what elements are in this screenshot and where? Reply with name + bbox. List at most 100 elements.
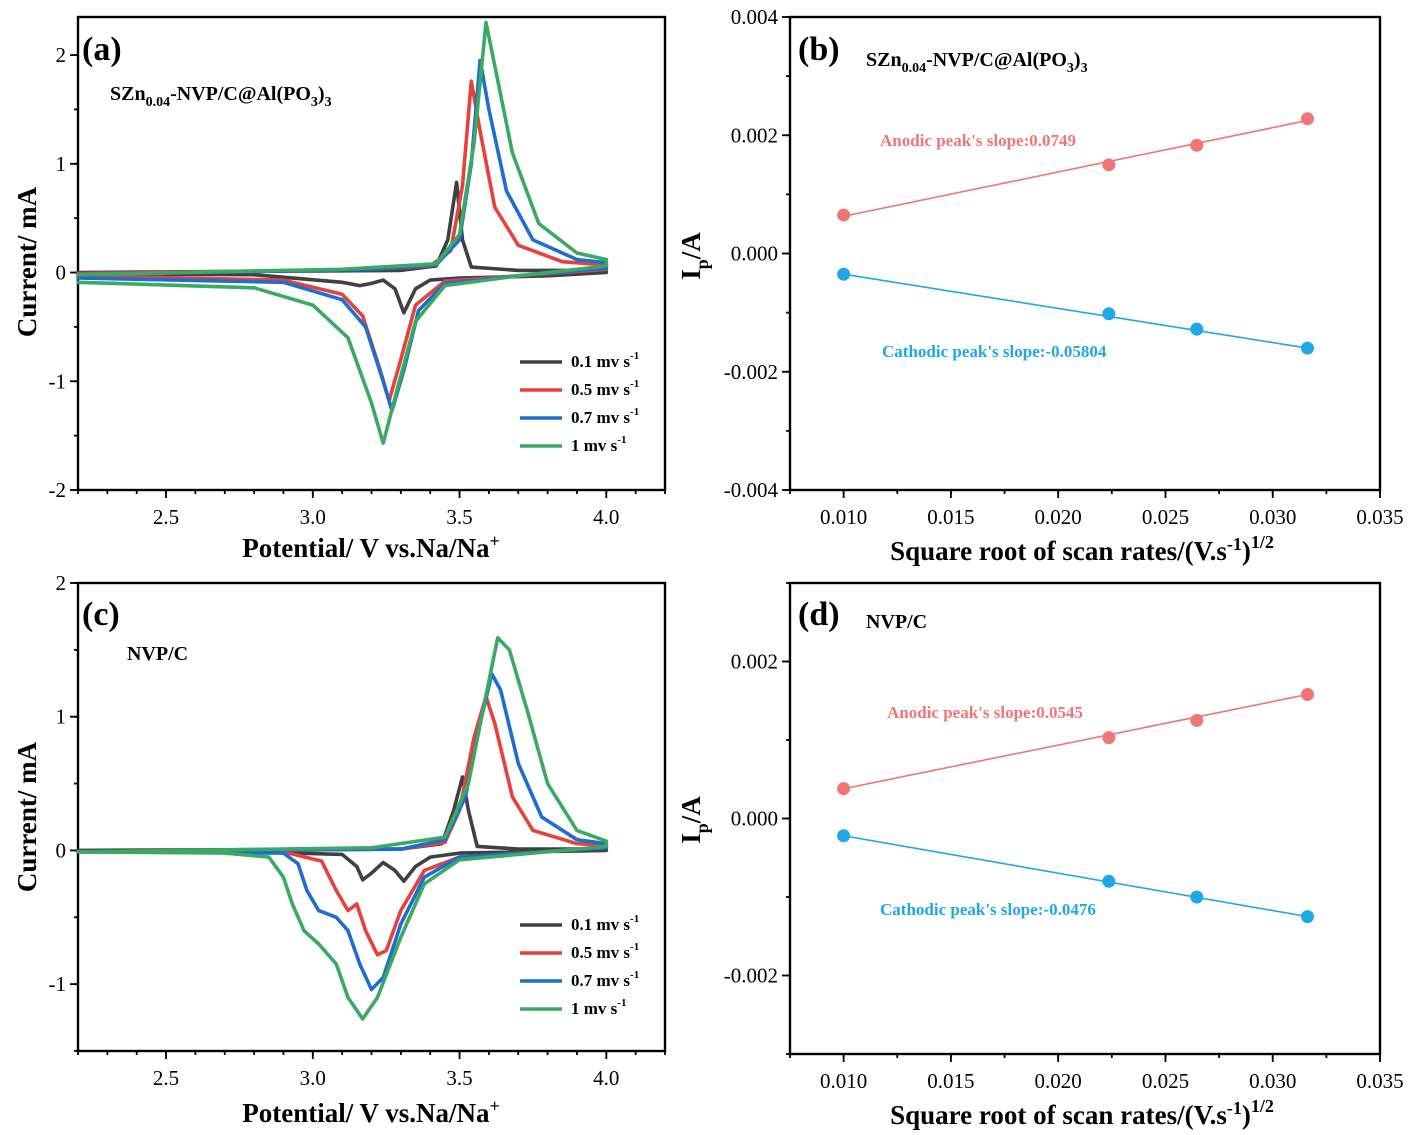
data-point-cathodic [837,829,851,843]
y-tick-label: -0.002 [724,964,778,988]
legend-label-0.1: 0.1 mv s-1 [571,913,639,934]
x-tick-label: 4.0 [593,505,619,529]
panel-a-curves [76,20,609,445]
legend-label-1: 1 mv s-1 [571,997,626,1018]
data-point-cathodic [837,267,851,281]
panel-d-peak-current-fit: 0.010 0.015 0.020 0.025 0.030 0.035 0.002 0.000… [676,581,1404,1130]
x-tick-label: 0.030 [1249,1069,1296,1093]
legend-label-0.5: 0.5 mv s-1 [571,378,639,399]
x-tick-label: 0.015 [927,505,974,529]
y-tick-label: -0.004 [724,478,779,502]
cv-curve-0.7-mv-s-1 [76,58,609,413]
x-tick-label: 0.030 [1249,505,1296,529]
panel-c-ticks: 2.5 3.0 3.5 4.0 -1 0 1 2 [49,571,666,1090]
data-point-cathodic [1102,307,1116,321]
panel-b-ticks: 0.010 0.015 0.020 0.025 0.030 0.035 0.004 0.002… [724,5,1404,529]
y-tick-label: 0 [56,261,67,285]
y-tick-label: 2 [56,43,67,67]
panel-b-label: (b) [798,31,840,68]
panel-d-anodic-annotation: Anodic peak's slope:0.0545 [887,703,1083,722]
legend-label-0.1: 0.1 mv s-1 [571,350,639,371]
x-tick-label: 0.010 [820,505,867,529]
panel-b-x-axis-label: Square root of scan rates/(V.s-1)1/2 [890,532,1274,566]
panel-d-marks [837,687,1314,924]
panel-c-label: (c) [82,596,120,633]
cv-curve-0.7-mv-s-1 [76,672,609,992]
legend-label-1: 1 mv s-1 [571,434,626,455]
x-tick-label: 0.035 [1356,505,1403,529]
x-tick-label: 0.010 [820,1069,867,1093]
y-tick-label: 0.004 [731,5,779,29]
x-tick-label: 0.025 [1142,505,1189,529]
data-point-anodic [1190,138,1204,152]
panel-d-ticks: 0.010 0.015 0.020 0.025 0.030 0.035 0.002 0.000… [724,582,1404,1093]
data-point-anodic [1300,687,1314,701]
data-point-anodic [1102,731,1116,745]
panel-b-anodic-annotation: Anodic peak's slope:0.0749 [880,131,1076,150]
panel-c-x-axis-label: Potential/ V vs.Na/Na+ [242,1096,500,1128]
panel-c-curves [76,636,609,1021]
panel-d-plot-frame [788,581,1382,1056]
data-point-anodic [1102,158,1116,172]
panel-d-y-axis-label: Ip/A [676,796,712,844]
panel-a-cv-curves: 2.5 3.0 3.5 4.0 -2 -1 0 1 2 (a) SZn0.04-NVP/C@Al… [12,15,667,563]
x-tick-label: 2.5 [153,1066,179,1090]
legend-label-0.7: 0.7 mv s-1 [571,969,639,990]
panel-b-title: SZn0.04-NVP/C@Al(PO3)3 [866,49,1088,76]
panel-c-y-axis-label: Current/ mA [12,741,42,892]
fit-line-anodic [843,693,1308,790]
panel-a-title: SZn0.04-NVP/C@Al(PO3)3 [110,83,332,110]
panel-c-legend: 0.1 mv s-1 0.5 mv s-1 0.7 mv s-1 1 mv s-… [520,913,639,1018]
y-tick-label: 0.002 [731,123,778,147]
cv-curve-0.5-mv-s-1 [76,694,609,957]
panel-a-label: (a) [82,31,122,68]
panel-d-title: NVP/C [866,611,927,633]
panel-d-x-axis-label: Square root of scan rates/(V.s-1)1/2 [890,1096,1274,1130]
panel-c-title: NVP/C [127,643,188,665]
y-tick-label: 0 [56,838,67,862]
data-point-cathodic [1300,910,1314,924]
fit-line-anodic [843,119,1308,218]
y-tick-label: 1 [56,152,67,176]
x-tick-label: 2.5 [153,505,179,529]
panel-b-cathodic-annotation: Cathodic peak's slope:-0.05804 [882,342,1107,361]
data-point-anodic [837,782,851,796]
x-tick-label: 0.035 [1356,1069,1403,1093]
data-point-anodic [1190,713,1204,727]
legend-label-0.7: 0.7 mv s-1 [571,406,639,427]
y-tick-label: 0.002 [731,650,778,674]
panel-b-marks [837,112,1314,355]
panel-a-y-axis-label: Current/ mA [12,186,42,337]
legend-label-0.5: 0.5 mv s-1 [571,941,639,962]
panel-a-x-axis-label: Potential/ V vs.Na/Na+ [242,531,500,563]
x-tick-label: 3.5 [446,1066,472,1090]
panel-d-label: (d) [798,596,840,633]
y-tick-label: 2 [56,571,67,595]
panel-c-cv-curves: 2.5 3.0 3.5 4.0 -1 0 1 2 (c) NVP/C 0.1 mv s-1 0… [12,571,667,1128]
x-tick-label: 0.015 [927,1069,974,1093]
data-point-cathodic [1190,322,1204,336]
x-tick-label: 0.025 [1142,1069,1189,1093]
cv-curve-0.1-mv-s-1 [76,775,609,883]
cv-curve-0.5-mv-s-1 [76,79,609,403]
x-tick-label: 4.0 [593,1066,619,1090]
fit-line-cathodic [843,273,1308,349]
x-tick-label: 0.020 [1035,1069,1082,1093]
y-tick-label: 0.000 [731,242,778,266]
x-tick-label: 3.0 [300,505,326,529]
panel-b-peak-current-fit: 0.010 0.015 0.020 0.025 0.030 0.035 0.004 0.002… [676,5,1404,566]
data-point-cathodic [1190,890,1204,904]
x-tick-label: 3.0 [300,1066,326,1090]
y-tick-label: 1 [56,705,67,729]
data-point-anodic [1300,112,1314,126]
cv-curve-1-mv-s-1 [76,636,609,1021]
panel-b-plot-frame [788,15,1382,492]
data-point-cathodic [1300,341,1314,355]
y-tick-label: -1 [49,972,67,996]
y-tick-label: -2 [49,478,67,502]
panel-a-ticks: 2.5 3.0 3.5 4.0 -2 -1 0 1 2 [49,43,666,529]
panel-a-legend: 0.1 mv s-1 0.5 mv s-1 0.7 mv s-1 1 mv s-… [520,350,639,455]
x-tick-label: 3.5 [446,505,472,529]
fit-line-cathodic [843,834,1308,918]
